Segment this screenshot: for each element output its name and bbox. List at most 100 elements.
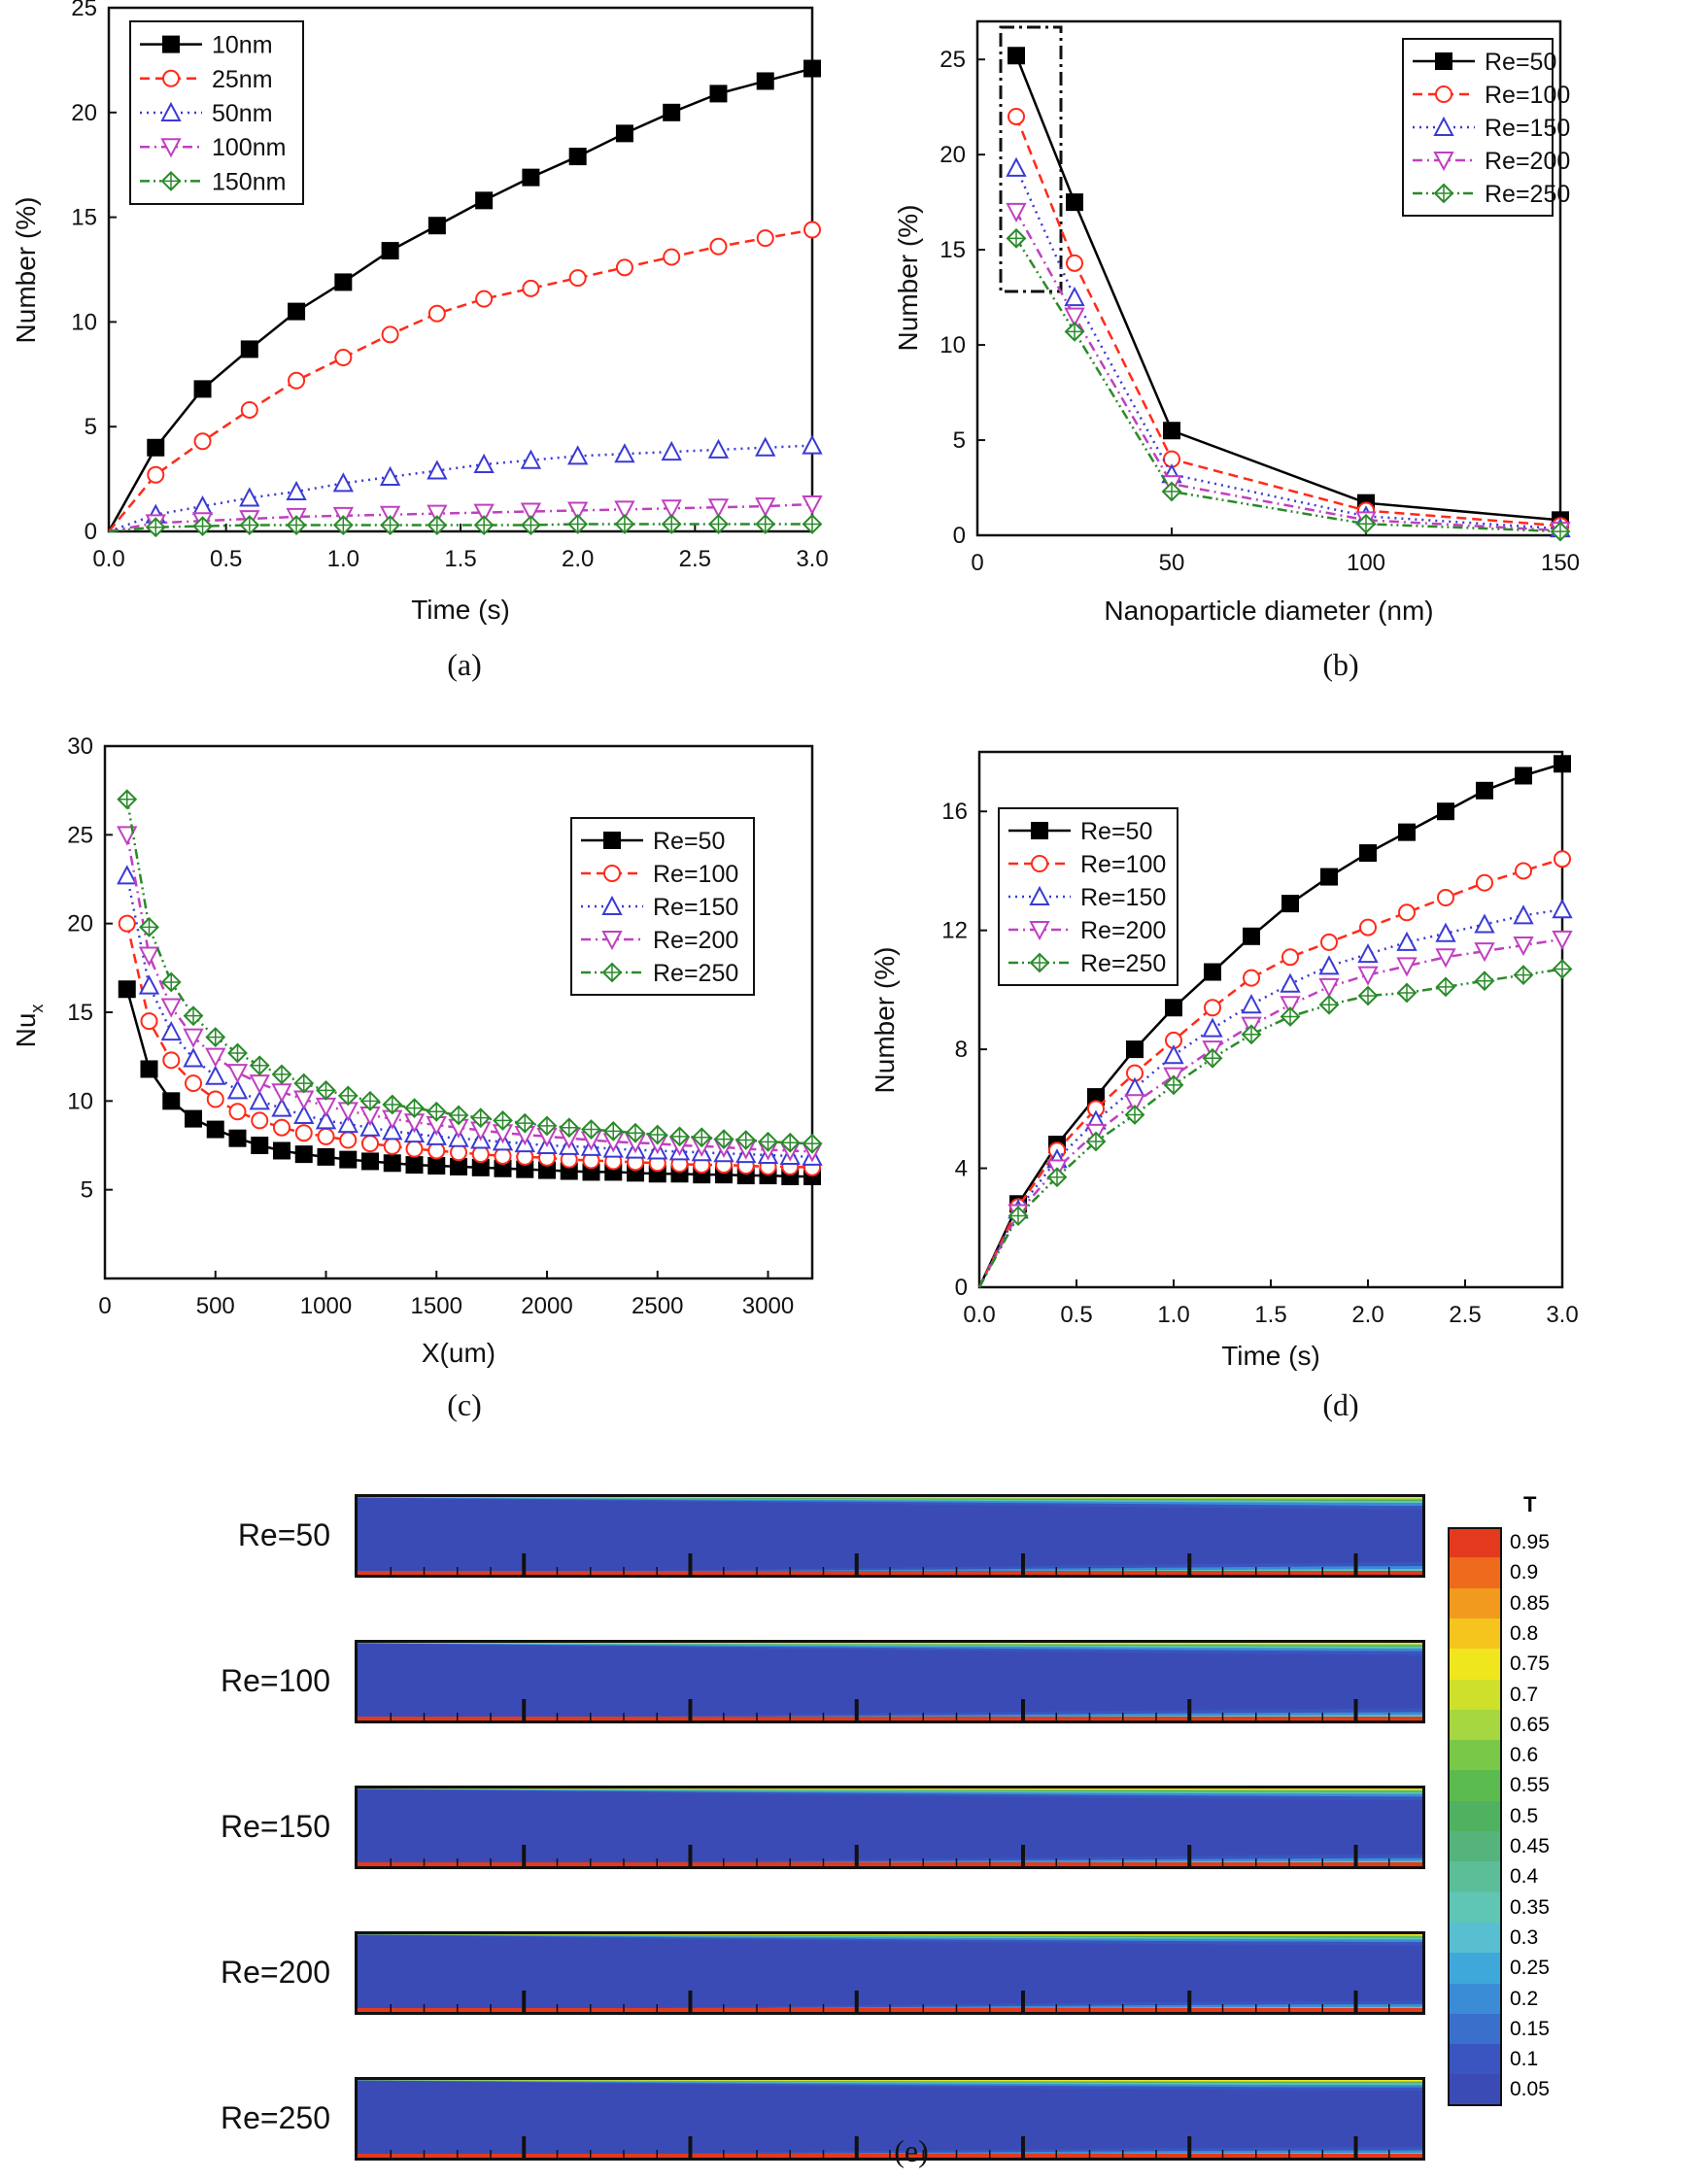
data-point-4-14	[426, 1101, 447, 1122]
data-point-3-4	[1124, 1094, 1145, 1114]
data-point-0-14	[756, 72, 774, 90]
x-tick-label: 0.5	[1060, 1302, 1092, 1328]
temperature-strip	[355, 1640, 1425, 1723]
y-tick-label: 12	[941, 918, 968, 944]
data-point-1-6	[381, 325, 399, 344]
data-point-1-2	[193, 432, 212, 451]
data-point-3-15	[802, 494, 823, 516]
data-point-1-5	[334, 349, 353, 367]
data-point-2-5	[1163, 1044, 1184, 1065]
x-tick-label: 0.0	[92, 546, 124, 572]
data-point-1-17	[494, 1146, 512, 1165]
data-point-4-13	[708, 514, 729, 534]
legend-marker	[1029, 921, 1050, 941]
data-point-4-6	[380, 515, 401, 535]
colorbar-label: 0.9	[1510, 1561, 1539, 1584]
y-axis-label: Number (%)	[893, 205, 923, 352]
y-tick-label: 8	[955, 1037, 968, 1063]
strip-svg	[358, 1643, 1422, 1720]
data-point-4-14	[1513, 965, 1534, 985]
data-point-4-9	[316, 1079, 336, 1101]
colorbar-cell	[1448, 1527, 1502, 1559]
legend-label: Re=250	[653, 960, 738, 987]
data-point-0-1	[1066, 193, 1083, 212]
data-point-3-6	[249, 1074, 270, 1095]
colorbar-label: 0.55	[1510, 1774, 1550, 1797]
legend: Re=50 Re=100 Re=150 Re=200 Re=250	[570, 817, 755, 996]
data-point-2-5	[226, 1079, 249, 1100]
data-point-0-9	[317, 1147, 335, 1166]
data-point-4-7	[427, 515, 448, 535]
y-axis: 0 5 10 15 20 25	[71, 0, 117, 545]
data-point-2-7	[271, 1097, 292, 1117]
data-point-3-10	[567, 501, 589, 522]
data-point-4-1	[145, 517, 166, 538]
data-point-4-22	[602, 1120, 624, 1141]
x-axis-label: Time (s)	[411, 595, 510, 625]
data-point-4-3	[1085, 1131, 1107, 1152]
data-point-4-21	[581, 1119, 601, 1140]
data-point-0-0	[118, 980, 136, 999]
data-point-1-3	[185, 1074, 202, 1093]
x-tick-label: 150	[1541, 550, 1580, 576]
data-point-1-11	[361, 1135, 379, 1153]
data-point-4-4	[286, 515, 307, 535]
data-point-4-0	[1006, 227, 1027, 249]
data-point-3-3	[183, 1028, 204, 1048]
row-label: Re=50	[237, 1517, 330, 1552]
y-tick-label: 25	[939, 47, 966, 73]
data-point-4-26	[691, 1127, 712, 1148]
data-point-0-8	[1281, 895, 1299, 913]
highlight-box	[999, 25, 1063, 293]
data-point-0-15	[450, 1157, 467, 1175]
legend-label: Re=100	[1080, 851, 1166, 878]
x-tick-label: 1000	[300, 1293, 352, 1319]
y-axis-label-group: Nux	[11, 1005, 47, 1048]
data-point-0-6	[1204, 963, 1221, 981]
colorbar-label: 0.5	[1510, 1804, 1539, 1827]
caption-a: (a)	[447, 647, 482, 682]
core-fill	[358, 1934, 1422, 2012]
data-point-4-4	[205, 1027, 226, 1047]
y-tick-label: 15	[67, 1000, 93, 1026]
series-line-1	[108, 228, 813, 532]
data-point-3-8	[473, 503, 495, 524]
data-point-0-11	[1398, 823, 1416, 841]
data-point-1-15	[1554, 850, 1571, 869]
series-line-2	[977, 908, 1563, 1288]
top-band	[358, 1643, 1422, 1645]
data-point-4-29	[758, 1131, 778, 1152]
data-point-3-13	[707, 498, 730, 519]
colorbar-cell	[1448, 1861, 1502, 1893]
data-point-3-9	[520, 502, 542, 523]
legend-marker	[1031, 855, 1048, 872]
colorbar-cell	[1448, 1770, 1502, 1802]
data-point-2-11	[359, 1116, 381, 1137]
legend-marker	[601, 962, 623, 983]
x-axis: 0 50 100 150	[971, 528, 1580, 576]
y-axis: 5 10 15 20 25 30	[67, 733, 113, 1204]
data-point-1-10	[1359, 918, 1377, 937]
data-point-2-0	[1006, 156, 1027, 177]
x-tick-label: 500	[196, 1293, 235, 1319]
series-layer	[117, 789, 823, 1185]
data-point-4-15	[448, 1105, 469, 1126]
series-line-4	[977, 968, 1563, 1288]
data-point-0-14	[1515, 766, 1532, 785]
data-point-3-13	[1474, 942, 1495, 963]
colorbar-cell	[1448, 1800, 1502, 1832]
data-point-2-14	[1513, 904, 1534, 925]
legend-marker	[160, 101, 182, 121]
data-point-2-2	[160, 1020, 182, 1041]
x-tick-label: 0	[98, 1293, 111, 1319]
data-point-4-9	[1318, 994, 1340, 1015]
data-point-2-9	[520, 449, 542, 469]
colorbar-cell	[1448, 2013, 1502, 2046]
y-tick-label: 15	[71, 205, 97, 231]
data-point-2-6	[249, 1090, 270, 1110]
data-point-2-15	[1552, 899, 1573, 919]
data-point-0-7	[427, 217, 446, 235]
y-tick-label: 20	[71, 100, 97, 126]
legend-label: Re=200	[1485, 148, 1570, 175]
data-point-1-15	[803, 221, 821, 239]
